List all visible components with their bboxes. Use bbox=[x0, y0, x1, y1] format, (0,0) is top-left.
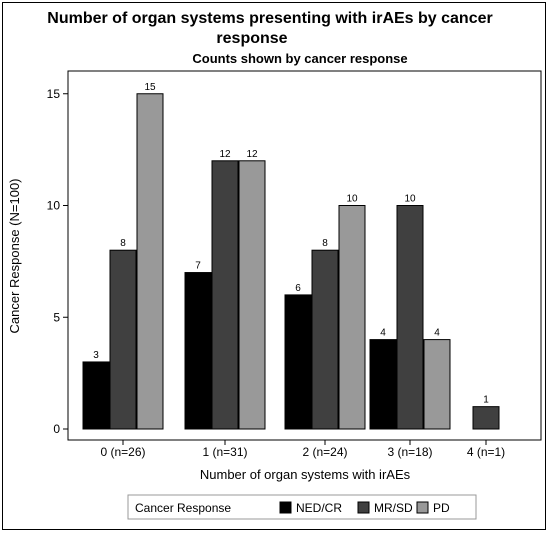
legend-swatch-mr-sd bbox=[357, 501, 370, 514]
data-label-ned-cr-3: 4 bbox=[380, 328, 386, 339]
bar-pd-3 bbox=[423, 339, 451, 430]
x-tick-label-3: 3 (n=18) bbox=[387, 445, 432, 459]
legend-swatch-pd bbox=[416, 501, 429, 514]
bar-ned-cr-3 bbox=[369, 339, 397, 430]
data-label-mr-sd-3: 10 bbox=[404, 194, 416, 205]
y-axis-label: Cancer Response (N=100) bbox=[7, 179, 22, 334]
data-label-mr-sd-1: 12 bbox=[219, 149, 231, 160]
x-tick-label-0: 0 (n=26) bbox=[100, 445, 145, 459]
chart-title-line1: Number of organ systems presenting with … bbox=[47, 10, 492, 27]
chart-frame bbox=[2, 2, 546, 530]
bar-ned-cr-2 bbox=[284, 294, 312, 430]
data-label-mr-sd-4: 1 bbox=[483, 395, 489, 406]
legend-label-pd: PD bbox=[433, 501, 450, 515]
x-tick-label-4: 4 (n=1) bbox=[467, 445, 505, 459]
bar-ned-cr-0 bbox=[82, 361, 110, 430]
y-tick-label-0: 0 bbox=[53, 422, 60, 436]
bar-pd-1 bbox=[238, 160, 266, 430]
data-label-mr-sd-0: 8 bbox=[120, 238, 126, 249]
data-label-ned-cr-0: 3 bbox=[93, 350, 99, 361]
y-tick-label-15: 15 bbox=[47, 87, 61, 101]
data-label-mr-sd-2: 8 bbox=[322, 238, 328, 249]
legend-items: NED/CR MR/SD PD bbox=[279, 501, 450, 515]
chart-subtitle: Counts shown by cancer response bbox=[192, 51, 407, 66]
y-tick-label-5: 5 bbox=[53, 310, 60, 324]
legend-label-mr-sd: MR/SD bbox=[374, 501, 413, 515]
data-label-pd-0: 15 bbox=[144, 82, 156, 93]
legend-box bbox=[127, 494, 477, 520]
bars-group: 3 8 15 7 12 12 6 8 10 4 10 4 1 bbox=[82, 82, 500, 430]
data-label-ned-cr-2: 6 bbox=[295, 283, 301, 294]
legend-label-ned-cr: NED/CR bbox=[296, 501, 342, 515]
x-tick-label-2: 2 (n=24) bbox=[302, 445, 347, 459]
plot-area bbox=[67, 70, 542, 441]
x-axis-label: Number of organ systems with irAEs bbox=[200, 467, 411, 482]
x-axis: 0 (n=26) 1 (n=31) 2 (n=24) 3 (n=18) 4 (n=1) bbox=[100, 440, 505, 459]
data-label-pd-1: 12 bbox=[246, 149, 258, 160]
bar-pd-0 bbox=[136, 93, 164, 430]
data-label-pd-2: 10 bbox=[346, 194, 358, 205]
bar-mr-sd-0 bbox=[109, 249, 137, 430]
bar-pd-2 bbox=[338, 205, 366, 430]
bar-mr-sd-2 bbox=[311, 249, 339, 430]
chart-title-line2: response bbox=[216, 30, 287, 47]
legend-title: Cancer Response bbox=[135, 501, 231, 515]
bar-mr-sd-4 bbox=[472, 406, 500, 430]
bar-mr-sd-1 bbox=[211, 160, 239, 430]
bar-ned-cr-1 bbox=[184, 272, 212, 430]
y-axis: 0 5 10 15 bbox=[47, 87, 68, 436]
data-label-ned-cr-1: 7 bbox=[195, 261, 201, 272]
legend-swatch-ned-cr bbox=[279, 501, 292, 514]
legend: Cancer Response NED/CR MR/SD PD bbox=[127, 494, 477, 520]
y-tick-label-10: 10 bbox=[47, 199, 61, 213]
x-tick-label-1: 1 (n=31) bbox=[202, 445, 247, 459]
bar-mr-sd-3 bbox=[396, 205, 424, 430]
data-label-pd-3: 4 bbox=[434, 328, 440, 339]
